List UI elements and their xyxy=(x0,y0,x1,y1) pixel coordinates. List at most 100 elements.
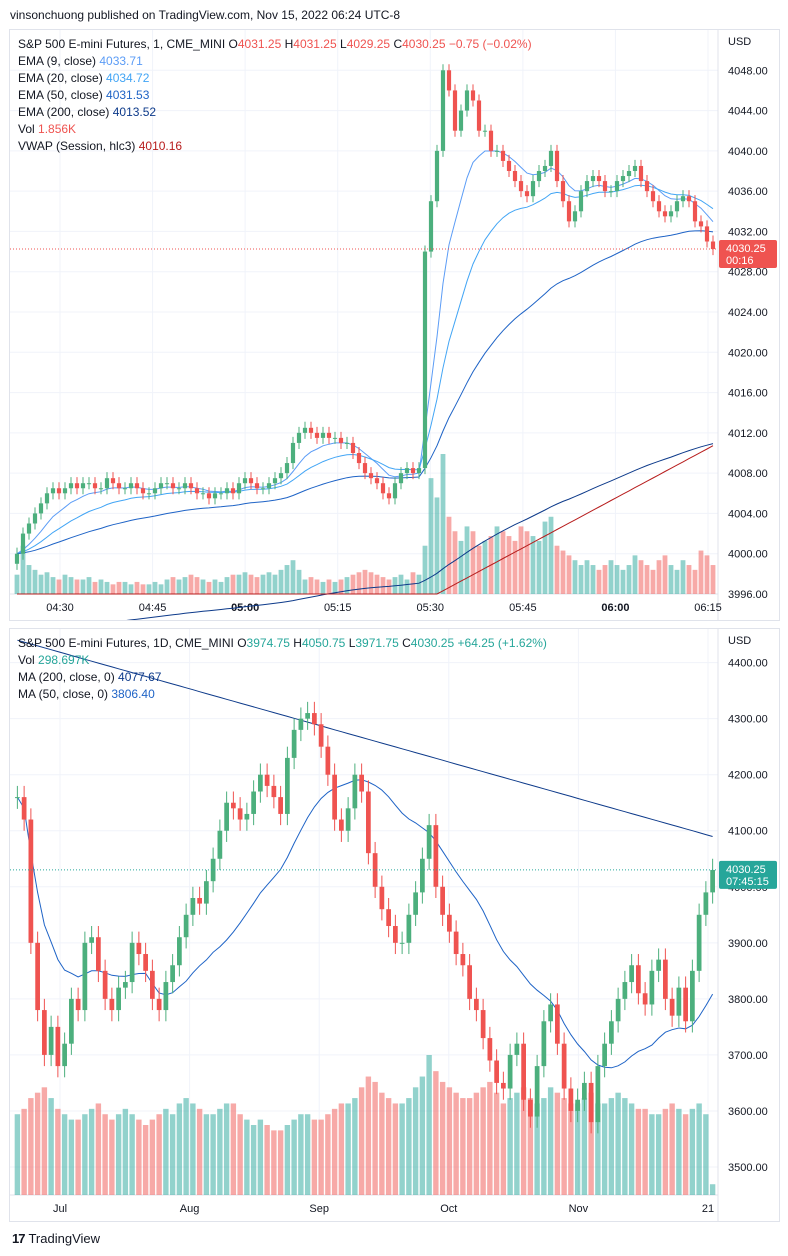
volume-bar xyxy=(620,569,626,594)
daily-chart-panel[interactable]: 4400.004300.004200.004100.004000.003900.… xyxy=(9,628,780,1222)
candle-body xyxy=(674,201,680,212)
candle-body xyxy=(372,853,378,887)
candle-body xyxy=(642,993,648,1005)
candle-body xyxy=(561,1043,567,1089)
candle-body xyxy=(86,483,92,485)
candle-body xyxy=(626,171,632,177)
volume-bar xyxy=(284,1125,291,1195)
footer-brand[interactable]: TradingView xyxy=(28,1231,101,1246)
last-price-badge xyxy=(719,860,777,889)
candle-body xyxy=(356,453,362,464)
volume-bar xyxy=(434,497,440,594)
candle-body xyxy=(258,774,263,792)
volume-bar xyxy=(163,1108,169,1195)
volume-bar xyxy=(68,1119,75,1195)
volume-bar xyxy=(572,560,578,594)
volume-bar xyxy=(464,526,470,594)
currency-label: USD xyxy=(728,635,751,647)
intraday-low: 4029.25 xyxy=(346,37,391,51)
indicator-row: Vol 298.697K xyxy=(18,652,547,669)
candle-body xyxy=(649,970,655,1005)
volume-bar xyxy=(601,1103,608,1195)
candle-body xyxy=(595,1066,601,1123)
candle-body xyxy=(392,483,398,499)
daily-legend: S&P 500 E-mini Futures, 1D, CME_MINI O39… xyxy=(18,635,547,703)
candle-body xyxy=(710,241,716,250)
candle-body xyxy=(200,493,206,495)
candle-body xyxy=(596,176,602,182)
volume-bar xyxy=(704,555,710,594)
x-tick-label: Jul xyxy=(53,1203,67,1215)
intraday-chart-panel[interactable]: 4048.00 4044.00 4040.00 4036.00 4032.00 4028.… xyxy=(9,29,780,621)
candle-body xyxy=(500,150,506,161)
x-tick-label: Sep xyxy=(309,1203,329,1215)
candle-body xyxy=(518,181,524,192)
daily-chart-svg[interactable]: 4400.004300.004200.004100.004000.003900.… xyxy=(10,629,779,1221)
intraday-change: −0.75 (−0.02%) xyxy=(448,37,532,51)
daily-change: +64.25 (+1.62%) xyxy=(457,636,547,650)
indicator-value: 4010.16 xyxy=(138,139,183,153)
volume-bar xyxy=(122,581,128,594)
intraday-title: S&P 500 E-mini Futures, 1, CME_MINI xyxy=(18,37,226,51)
indicator-label: EMA (200, close) xyxy=(18,105,113,119)
daily-open: 3974.75 xyxy=(246,636,290,650)
candle-body xyxy=(44,493,50,504)
volume-bar xyxy=(635,1108,642,1195)
volume-bar xyxy=(338,579,344,594)
volume-bar xyxy=(212,579,218,594)
candle-body xyxy=(20,533,26,554)
volume-bar xyxy=(345,1103,351,1195)
intraday-indicators: EMA (9, close) 4033.71 EMA (20, close) 40… xyxy=(18,53,532,155)
candle-body xyxy=(224,488,230,494)
candle-body xyxy=(129,942,135,983)
candle-body xyxy=(320,432,326,438)
candle-body xyxy=(190,897,196,915)
candle-body xyxy=(163,982,169,1011)
volume-bar xyxy=(399,1103,405,1195)
candle-body xyxy=(188,483,194,489)
candle-body xyxy=(662,211,668,217)
candle-body xyxy=(602,181,608,192)
candle-body xyxy=(614,181,620,192)
indicator-row: EMA (200, close) 4013.52 xyxy=(18,104,532,121)
candle-body xyxy=(514,1043,520,1055)
volume-bar xyxy=(182,577,188,594)
volume-bar xyxy=(298,1114,304,1195)
candle-body xyxy=(480,1010,486,1039)
volume-bar xyxy=(662,555,668,594)
y-tick-label: 4044.00 xyxy=(728,106,768,118)
y-tick-label: 4020.00 xyxy=(728,347,768,359)
intraday-h-label: H xyxy=(284,37,294,51)
volume-bar xyxy=(206,581,212,594)
indicator-row: EMA (50, close) 4031.53 xyxy=(18,87,532,104)
x-tick-label: 05:30 xyxy=(417,602,445,614)
candle-body xyxy=(453,931,459,955)
volume-bar xyxy=(304,1114,311,1195)
candle-body xyxy=(690,970,695,1022)
candle-body xyxy=(136,942,142,955)
intraday-chart-svg[interactable]: 4048.00 4044.00 4040.00 4036.00 4032.00 4028.… xyxy=(10,30,779,620)
candle-body xyxy=(278,473,284,479)
candle-body xyxy=(339,819,344,831)
candle-body xyxy=(366,791,371,854)
volume-bar xyxy=(266,572,272,594)
volume-bar xyxy=(128,584,134,594)
candle-body xyxy=(506,160,512,171)
volume-bar xyxy=(257,1119,264,1195)
candle-body xyxy=(507,1054,513,1089)
volume-bar xyxy=(689,1108,696,1195)
volume-bar xyxy=(236,574,242,594)
candle-body xyxy=(143,954,148,971)
volume-bar xyxy=(115,1114,122,1195)
indicator-row: EMA (20, close) 4034.72 xyxy=(18,70,532,87)
volume-bar xyxy=(548,516,554,594)
candle-body xyxy=(470,90,476,101)
candle-body xyxy=(326,432,332,438)
volume-bar xyxy=(628,1103,635,1195)
volume-bar xyxy=(203,1114,210,1195)
candle-body xyxy=(588,1082,594,1123)
candle-body xyxy=(629,965,634,983)
y-tick-label: 4000.00 xyxy=(728,549,768,561)
x-tick-label: 04:45 xyxy=(139,602,167,614)
candle-body xyxy=(399,942,405,944)
